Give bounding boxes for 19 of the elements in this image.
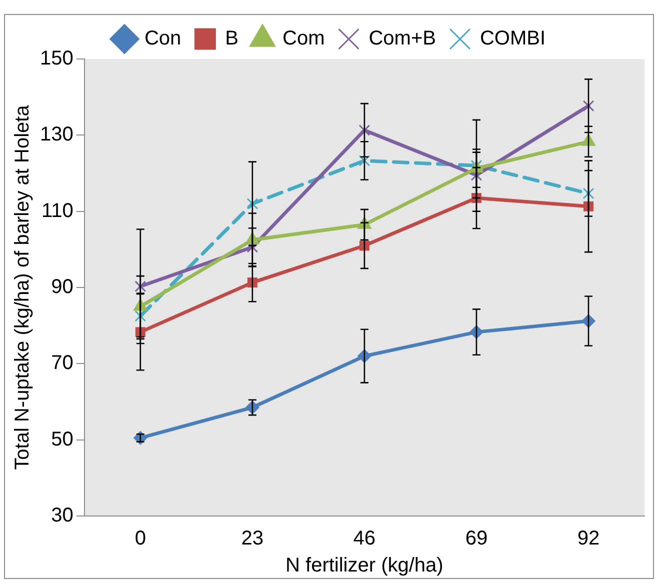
y-tick-label: 90 [51,276,74,298]
y-tick-label: 130 [40,124,74,146]
legend-label: COMBI [480,28,546,50]
legend-label: Com+B [368,28,436,50]
y-axis-title: Total N-uptake (kg/ha) of barley at Holeta [12,104,34,470]
x-tick-label: 46 [353,528,376,550]
y-tick-label: 30 [51,504,74,527]
legend-label: B [225,28,239,50]
x-tick-label: 69 [465,528,488,550]
y-tick-label: 50 [51,428,74,450]
x-tick-label: 0 [134,528,146,550]
x-tick-label: 23 [241,528,264,550]
y-tick-label: 150 [40,48,74,70]
x-axis-title: N fertilizer (kg/ha) [286,554,444,577]
legend-label: Con [144,28,182,50]
y-tick-label: 110 [41,200,74,222]
x-tick-label: 92 [577,528,600,550]
y-tick-label: 70 [51,352,74,374]
legend-label: Com [282,28,325,50]
